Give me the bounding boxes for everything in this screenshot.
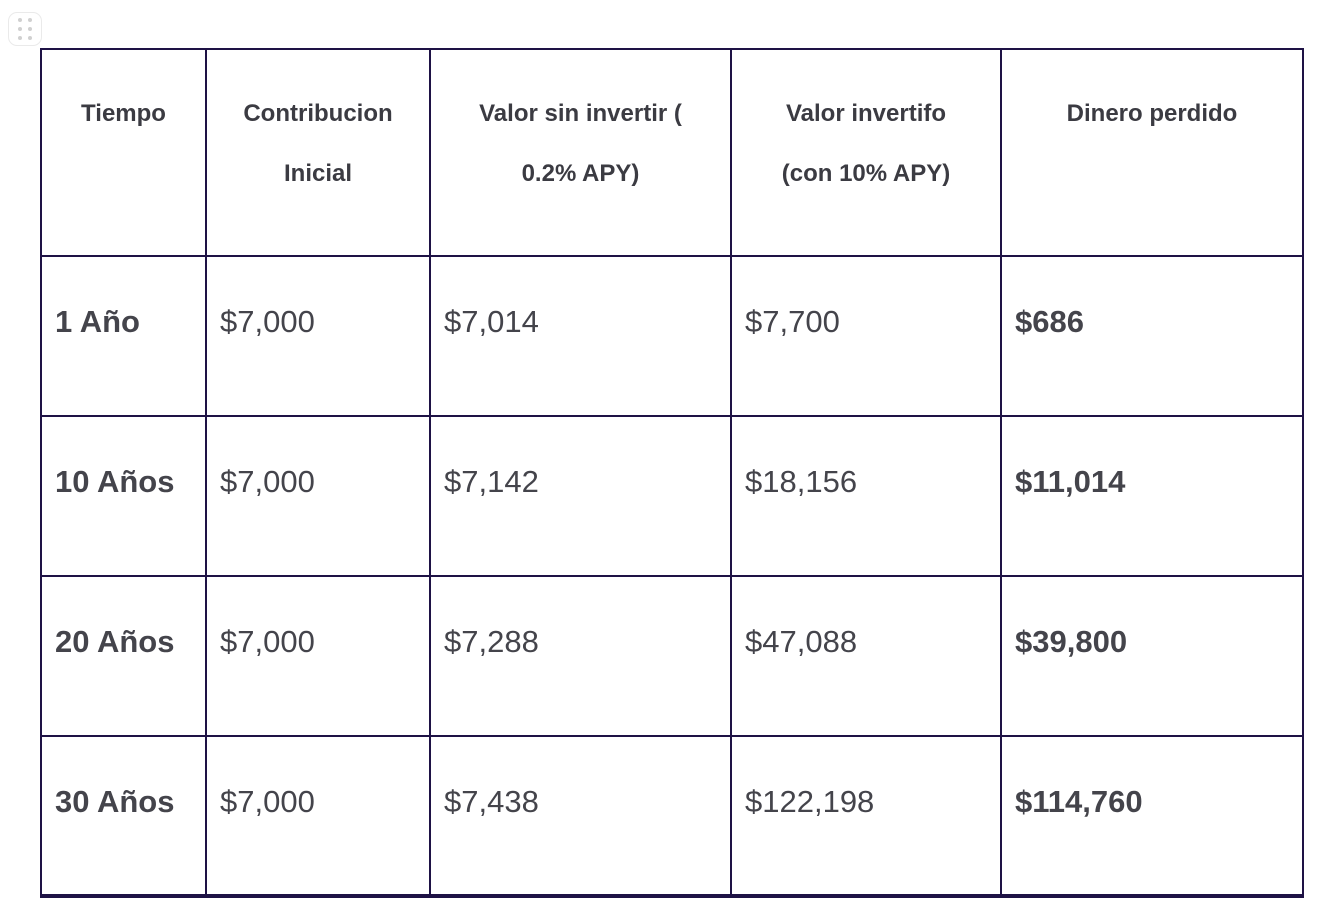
column-header-valor-sin-invertir: Valor sin invertir ( 0.2% APY): [429, 48, 732, 257]
cell-dinero-perdido: $114,760: [1000, 735, 1304, 897]
drag-handle[interactable]: [8, 12, 42, 46]
cell-valor-sin-invertir: $7,014: [429, 255, 732, 417]
column-header-valor-invertido: Valor invertifo (con 10% APY): [730, 48, 1002, 257]
header-line: (con 10% APY): [781, 160, 951, 187]
table-row: 20 Años $7,000 $7,288 $47,088 $39,800: [40, 575, 1304, 737]
cell-valor-invertido: $7,700: [730, 255, 1002, 417]
cell-valor-sin-invertir: $7,142: [429, 415, 732, 577]
header-row: Tiempo Contribucion Inicial Valor sin in…: [40, 48, 1304, 257]
cell-tiempo: 1 Año: [40, 255, 207, 417]
header-line: Contribucion: [243, 100, 393, 127]
header-line: Tiempo: [81, 100, 166, 127]
column-header-tiempo: Tiempo: [40, 48, 207, 257]
cell-dinero-perdido: $686: [1000, 255, 1304, 417]
table-row: 1 Año $7,000 $7,014 $7,700 $686: [40, 255, 1304, 417]
cell-valor-sin-invertir: $7,288: [429, 575, 732, 737]
header-line: Valor sin invertir (: [479, 100, 682, 127]
cell-contribucion: $7,000: [205, 735, 431, 897]
header-line: Inicial: [283, 160, 353, 187]
column-header-contribucion-inicial: Contribucion Inicial: [205, 48, 431, 257]
cell-tiempo: 30 Años: [40, 735, 207, 897]
cell-dinero-perdido: $11,014: [1000, 415, 1304, 577]
cell-tiempo: 10 Años: [40, 415, 207, 577]
cell-valor-invertido: $18,156: [730, 415, 1002, 577]
cell-dinero-perdido: $39,800: [1000, 575, 1304, 737]
cell-contribucion: $7,000: [205, 415, 431, 577]
cell-contribucion: $7,000: [205, 255, 431, 417]
data-table: Tiempo Contribucion Inicial Valor sin in…: [40, 48, 1304, 898]
column-header-dinero-perdido: Dinero perdido: [1000, 48, 1304, 257]
header-line: Valor invertifo: [785, 100, 947, 127]
header-line: Dinero perdido: [1066, 100, 1238, 127]
cell-contribucion: $7,000: [205, 575, 431, 737]
table-row: 30 Años $7,000 $7,438 $122,198 $114,760: [40, 735, 1304, 897]
drag-grip-icon: [18, 18, 32, 40]
header-line: 0.2% APY): [521, 160, 640, 187]
cell-valor-invertido: $47,088: [730, 575, 1002, 737]
cell-valor-sin-invertir: $7,438: [429, 735, 732, 897]
table-row: 10 Años $7,000 $7,142 $18,156 $11,014: [40, 415, 1304, 577]
cell-tiempo: 20 Años: [40, 575, 207, 737]
cell-valor-invertido: $122,198: [730, 735, 1002, 897]
